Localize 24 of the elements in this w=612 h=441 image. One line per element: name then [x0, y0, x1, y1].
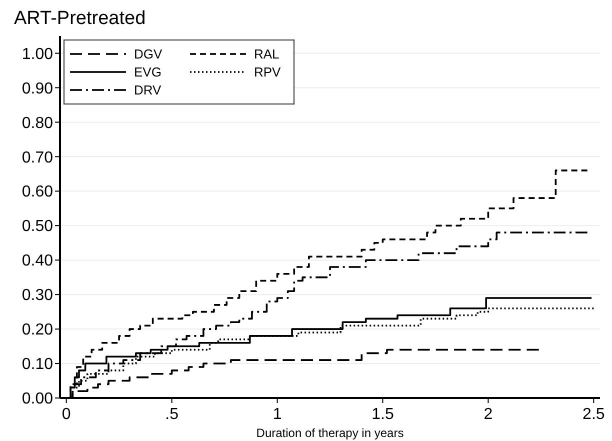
- y-tick-label: 0.80: [22, 114, 54, 132]
- y-tick-label: 0.00: [22, 390, 54, 408]
- chart-title: ART-Pretreated: [14, 8, 146, 29]
- y-tick-label: 0.50: [22, 218, 54, 236]
- y-tick-label: 0.90: [22, 80, 54, 98]
- y-tick-label: 0.30: [22, 287, 54, 304]
- y-tick-label: 0.70: [22, 149, 54, 166]
- legend-label: DRV: [134, 82, 162, 98]
- x-tick-label: 2: [484, 406, 493, 423]
- x-tick-label: 1.5: [372, 406, 394, 423]
- x-tick-label: 1: [272, 406, 282, 423]
- x-tick-label: 0: [62, 406, 71, 423]
- y-tick-label: 0.40: [22, 252, 54, 270]
- y-tick-label: 0.10: [22, 356, 54, 374]
- legend-label: RPV: [254, 64, 282, 80]
- y-tick-label: 0.20: [22, 322, 54, 339]
- legend-label: DGV: [134, 46, 162, 62]
- y-tick-label: 1.00: [22, 46, 54, 63]
- x-tick-label: 2.5: [582, 406, 605, 423]
- x-tick-label: .5: [165, 406, 179, 423]
- legend-label: RAL: [254, 46, 280, 62]
- legend-label: EVG: [134, 64, 162, 80]
- x-axis-title: Duration of therapy in years: [256, 426, 404, 440]
- y-tick-label: 0.60: [22, 184, 54, 201]
